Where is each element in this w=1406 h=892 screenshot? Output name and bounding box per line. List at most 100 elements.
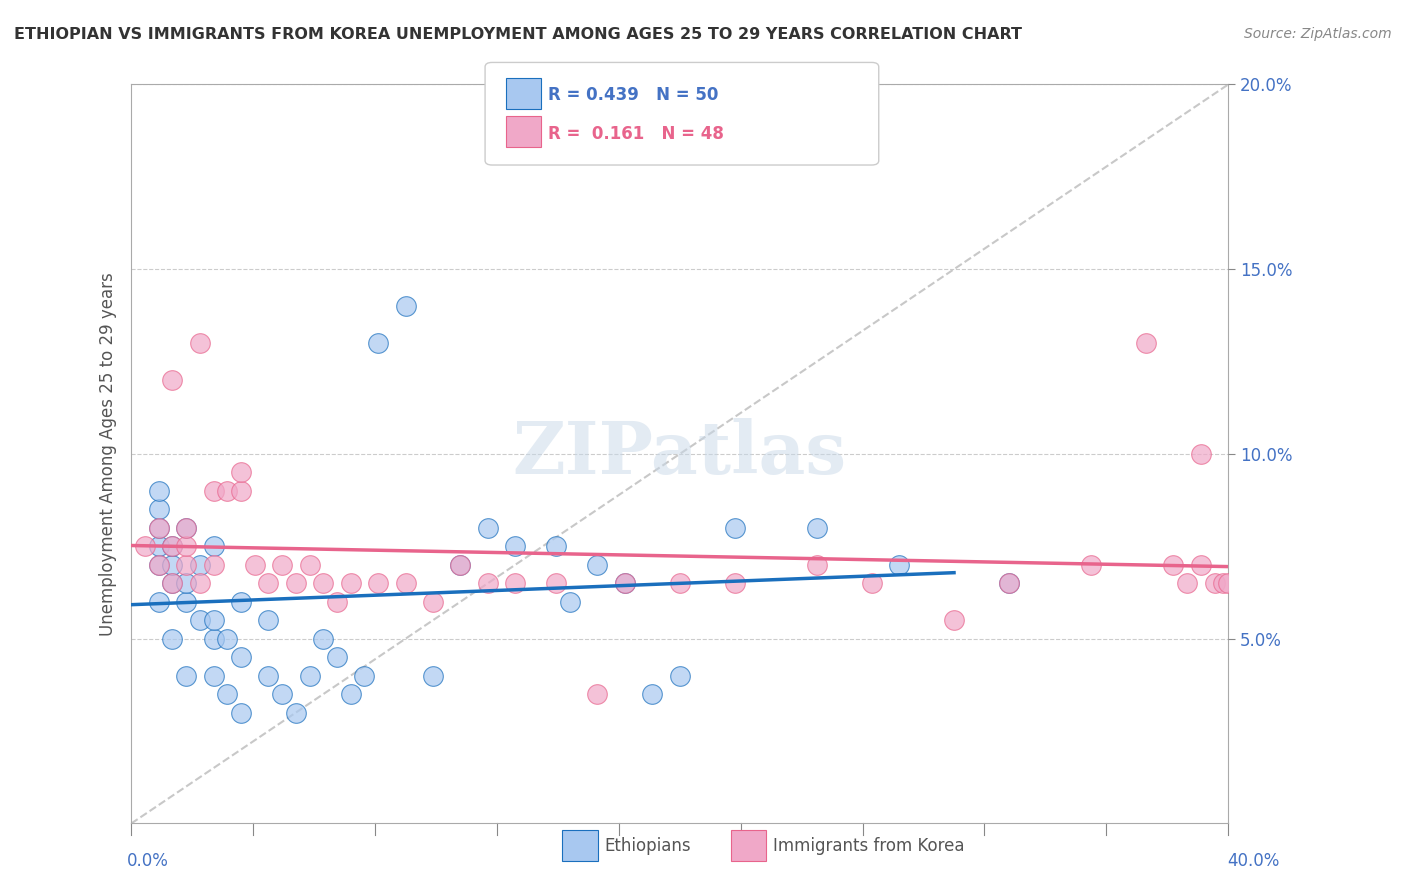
Immigrants from Korea xyxy=(998,576,1021,591)
Immigrants from Korea xyxy=(326,595,349,609)
Ethiopians xyxy=(477,521,499,535)
Immigrants from Korea xyxy=(477,576,499,591)
Ethiopians xyxy=(998,576,1021,591)
Immigrants from Korea xyxy=(586,687,609,701)
Immigrants from Korea xyxy=(1163,558,1185,572)
Immigrants from Korea xyxy=(613,576,636,591)
Immigrants from Korea xyxy=(257,576,280,591)
Text: R = 0.439   N = 50: R = 0.439 N = 50 xyxy=(548,87,718,104)
Ethiopians xyxy=(229,706,252,720)
Ethiopians xyxy=(257,668,280,682)
Immigrants from Korea xyxy=(1175,576,1198,591)
Immigrants from Korea xyxy=(298,558,321,572)
Immigrants from Korea xyxy=(723,576,745,591)
Immigrants from Korea xyxy=(422,595,444,609)
Text: ZIPatlas: ZIPatlas xyxy=(513,418,846,490)
Ethiopians xyxy=(202,539,225,553)
Immigrants from Korea xyxy=(148,521,170,535)
Immigrants from Korea xyxy=(312,576,335,591)
Y-axis label: Unemployment Among Ages 25 to 29 years: Unemployment Among Ages 25 to 29 years xyxy=(100,272,117,636)
Ethiopians xyxy=(229,650,252,665)
Ethiopians xyxy=(641,687,664,701)
Ethiopians xyxy=(422,668,444,682)
Ethiopians xyxy=(339,687,361,701)
Immigrants from Korea xyxy=(1212,576,1234,591)
Immigrants from Korea xyxy=(229,483,252,498)
Immigrants from Korea xyxy=(174,521,197,535)
Ethiopians xyxy=(326,650,349,665)
Text: R =  0.161   N = 48: R = 0.161 N = 48 xyxy=(548,125,724,143)
Immigrants from Korea xyxy=(394,576,416,591)
Ethiopians xyxy=(546,539,568,553)
Immigrants from Korea xyxy=(217,483,239,498)
Text: ETHIOPIAN VS IMMIGRANTS FROM KOREA UNEMPLOYMENT AMONG AGES 25 TO 29 YEARS CORREL: ETHIOPIAN VS IMMIGRANTS FROM KOREA UNEMP… xyxy=(14,27,1022,42)
Immigrants from Korea xyxy=(1135,336,1157,351)
Ethiopians xyxy=(148,558,170,572)
Immigrants from Korea xyxy=(1189,558,1212,572)
Ethiopians xyxy=(202,613,225,627)
Ethiopians xyxy=(174,668,197,682)
Immigrants from Korea xyxy=(202,483,225,498)
Ethiopians xyxy=(586,558,609,572)
Ethiopians xyxy=(271,687,294,701)
Ethiopians xyxy=(613,576,636,591)
Text: 40.0%: 40.0% xyxy=(1227,852,1279,870)
Ethiopians xyxy=(449,558,471,572)
Ethiopians xyxy=(217,632,239,646)
Immigrants from Korea xyxy=(546,576,568,591)
Ethiopians xyxy=(806,521,828,535)
Ethiopians xyxy=(174,595,197,609)
Ethiopians xyxy=(312,632,335,646)
Immigrants from Korea xyxy=(243,558,266,572)
Ethiopians xyxy=(162,539,184,553)
Immigrants from Korea xyxy=(202,558,225,572)
Immigrants from Korea xyxy=(188,576,211,591)
Immigrants from Korea xyxy=(503,576,526,591)
Ethiopians xyxy=(148,521,170,535)
Ethiopians xyxy=(558,595,581,609)
Immigrants from Korea xyxy=(162,539,184,553)
Ethiopians xyxy=(162,632,184,646)
Immigrants from Korea xyxy=(174,539,197,553)
Ethiopians xyxy=(284,706,307,720)
Ethiopians xyxy=(162,576,184,591)
Immigrants from Korea xyxy=(1189,447,1212,461)
Immigrants from Korea xyxy=(148,558,170,572)
Immigrants from Korea xyxy=(229,466,252,480)
Text: Ethiopians: Ethiopians xyxy=(605,837,692,855)
Ethiopians xyxy=(367,336,389,351)
Ethiopians xyxy=(889,558,911,572)
Ethiopians xyxy=(188,613,211,627)
Ethiopians xyxy=(174,576,197,591)
Immigrants from Korea xyxy=(943,613,966,627)
Immigrants from Korea xyxy=(1204,576,1226,591)
Ethiopians xyxy=(353,668,375,682)
Ethiopians xyxy=(188,558,211,572)
Ethiopians xyxy=(148,595,170,609)
Ethiopians xyxy=(202,632,225,646)
Immigrants from Korea xyxy=(174,558,197,572)
Ethiopians xyxy=(148,483,170,498)
Text: Immigrants from Korea: Immigrants from Korea xyxy=(773,837,965,855)
Ethiopians xyxy=(257,613,280,627)
Ethiopians xyxy=(503,539,526,553)
Immigrants from Korea xyxy=(1080,558,1102,572)
Ethiopians xyxy=(148,539,170,553)
Immigrants from Korea xyxy=(339,576,361,591)
Immigrants from Korea xyxy=(449,558,471,572)
Immigrants from Korea xyxy=(188,336,211,351)
Immigrants from Korea xyxy=(367,576,389,591)
Immigrants from Korea xyxy=(860,576,883,591)
Immigrants from Korea xyxy=(284,576,307,591)
Ethiopians xyxy=(723,521,745,535)
Ethiopians xyxy=(229,595,252,609)
Immigrants from Korea xyxy=(134,539,156,553)
Ethiopians xyxy=(668,668,690,682)
Immigrants from Korea xyxy=(162,576,184,591)
Ethiopians xyxy=(162,558,184,572)
Ethiopians xyxy=(217,687,239,701)
Text: 0.0%: 0.0% xyxy=(127,852,169,870)
Immigrants from Korea xyxy=(162,373,184,387)
Immigrants from Korea xyxy=(668,576,690,591)
Immigrants from Korea xyxy=(271,558,294,572)
